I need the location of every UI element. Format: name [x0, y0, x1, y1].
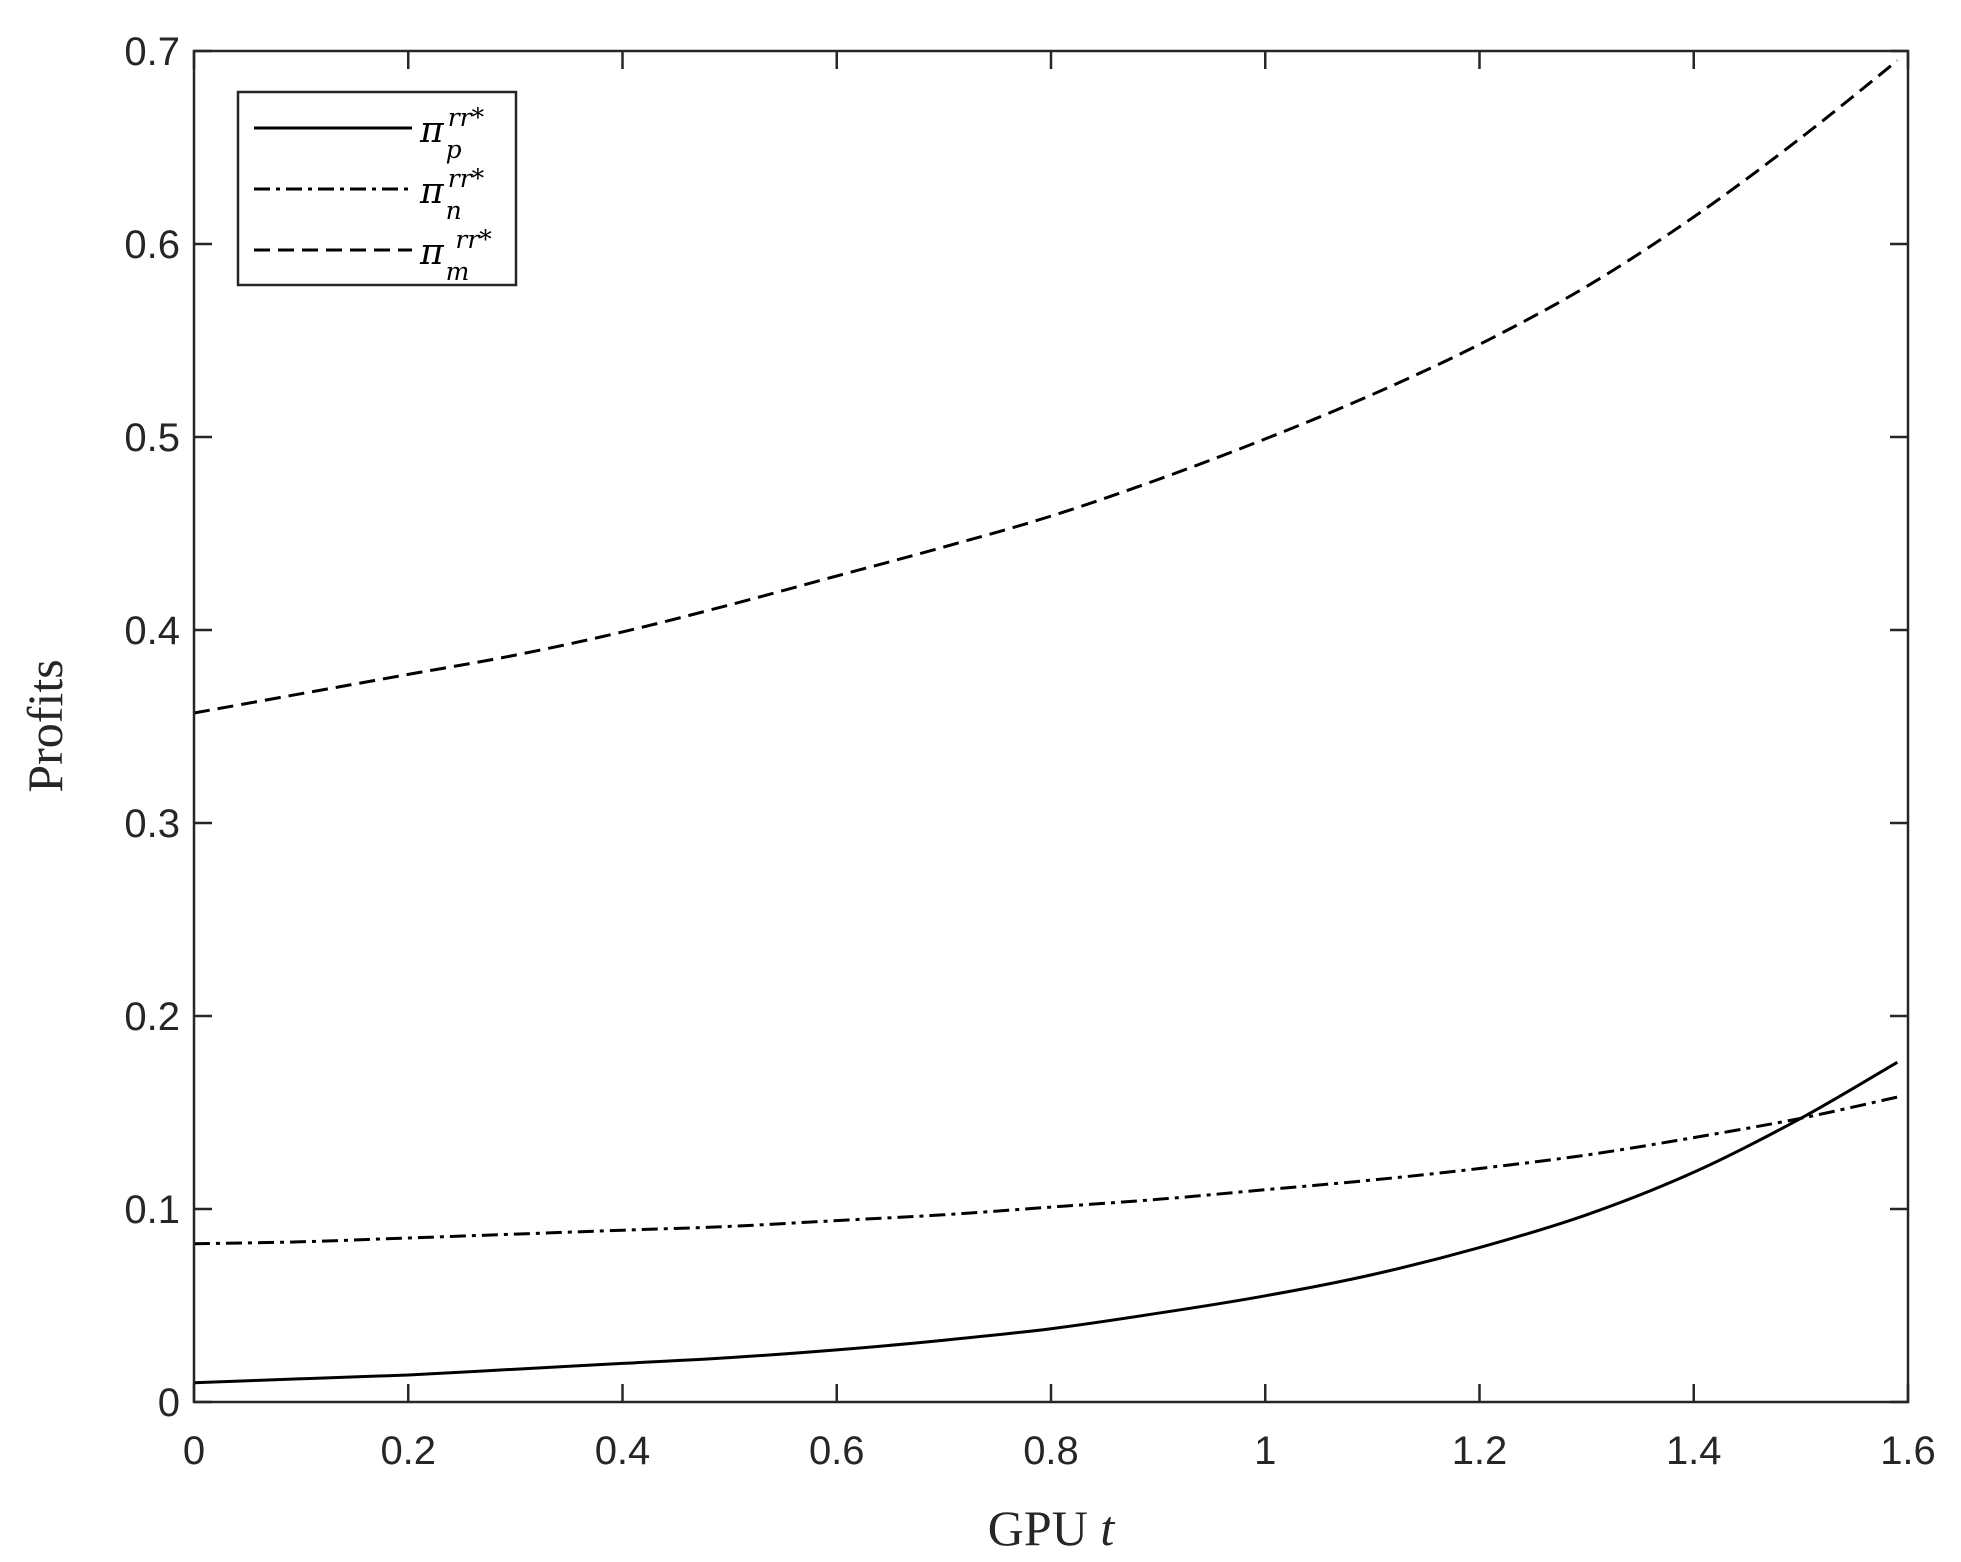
x-tick-label: 0	[183, 1429, 205, 1473]
series-line-m	[193, 59, 1899, 715]
legend-label: πprr*	[419, 103, 485, 164]
series-line-p	[193, 1061, 1899, 1385]
y-tick-label: 0.1	[124, 1188, 180, 1232]
y-tick-label: 0.3	[124, 802, 180, 846]
y-tick-label: 0	[158, 1381, 180, 1425]
x-tick-label: 0.8	[1023, 1429, 1079, 1473]
x-axis-title-text: GPU	[988, 1500, 1088, 1556]
legend-label: πmrr*	[419, 225, 492, 286]
legend-item-m: πmrr*	[254, 225, 492, 286]
x-tick-label: 0.6	[809, 1429, 865, 1473]
y-axis-title: Profits	[17, 659, 73, 792]
legend-items: πprr*πnrr*πmrr*	[254, 103, 492, 286]
x-tick-label: 0.4	[595, 1429, 651, 1473]
y-tick-label: 0.4	[124, 609, 180, 653]
series-line-n	[193, 1095, 1898, 1246]
x-tick-label: 1.6	[1880, 1429, 1936, 1473]
y-tick-label: 0.5	[124, 416, 180, 460]
legend: πprr*πnrr*πmrr*	[236, 90, 518, 287]
y-tick-label: 0.6	[124, 223, 180, 267]
x-tick-label: 0.2	[380, 1429, 436, 1473]
x-tick-label: 1.4	[1666, 1429, 1722, 1473]
legend-label: πnrr*	[419, 164, 485, 225]
ticks-layer: 0 0.2 0.4 0.6 0.8 1 1.2 1.4 1.6 0 0.1 0.2 0.3 0.4 0.5 0…	[124, 30, 1935, 1473]
series-layer	[193, 59, 1899, 1385]
x-axis-title-variable: t	[1100, 1500, 1115, 1556]
y-tick-label: 0.7	[124, 30, 180, 74]
x-axis-title: GPU t	[988, 1500, 1116, 1556]
y-tick-label: 0.2	[124, 995, 180, 1039]
axes-box	[192, 49, 1910, 1404]
x-tick-label: 1.2	[1452, 1429, 1508, 1473]
legend-item-p: πprr*	[254, 103, 485, 164]
x-tick-label: 1	[1254, 1429, 1276, 1473]
legend-box	[236, 90, 518, 287]
legend-item-n: πnrr*	[254, 164, 485, 225]
